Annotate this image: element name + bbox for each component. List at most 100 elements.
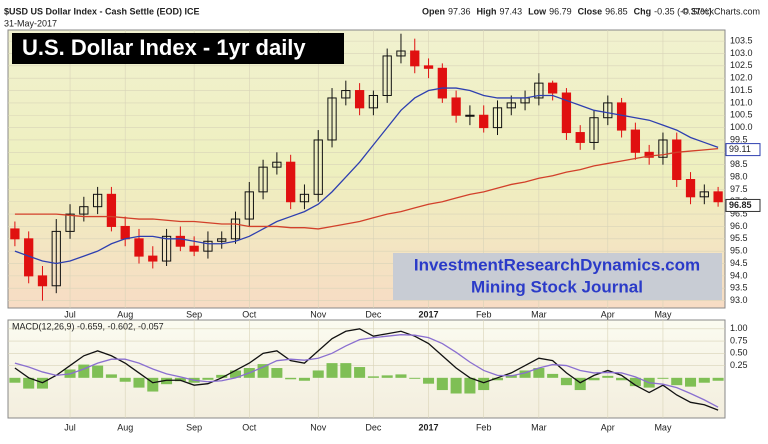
histogram-bar bbox=[340, 363, 352, 378]
candle-body bbox=[548, 82, 558, 94]
histogram-bar bbox=[450, 377, 462, 394]
candle-body bbox=[589, 117, 599, 143]
quote-label: Low bbox=[528, 6, 547, 16]
histogram-bar bbox=[147, 377, 159, 392]
y-tick-label: 93.5 bbox=[730, 283, 748, 293]
histogram-bar bbox=[298, 377, 310, 381]
quote-value: 97.36 bbox=[448, 6, 471, 16]
histogram-bar bbox=[602, 375, 614, 378]
histogram-bar bbox=[78, 364, 90, 378]
histogram-bar bbox=[657, 377, 669, 379]
histogram-bar bbox=[698, 377, 710, 383]
candle-body bbox=[341, 90, 351, 99]
histogram-bar bbox=[257, 364, 269, 378]
close-tag bbox=[725, 198, 761, 212]
candle-body bbox=[699, 191, 709, 198]
candle-body bbox=[258, 166, 268, 193]
candle-body bbox=[272, 161, 282, 168]
y-tick-label: 96.5 bbox=[730, 208, 748, 218]
x-tick-label: Dec bbox=[365, 422, 382, 432]
quote: Open 97.36 High 97.43 Low 96.79 Close 96.85 Chg -… bbox=[422, 6, 712, 16]
candle-body bbox=[92, 193, 103, 208]
candle-body bbox=[658, 139, 668, 158]
histogram-bar bbox=[685, 377, 697, 387]
line bbox=[14, 147, 719, 230]
macd-panel bbox=[7, 319, 726, 419]
y-tick-label: 0.75 bbox=[730, 335, 748, 345]
histogram-bar bbox=[202, 377, 214, 380]
candle-body bbox=[217, 238, 227, 242]
y-tick-label: 100.5 bbox=[730, 110, 753, 120]
histogram-bar bbox=[574, 377, 586, 391]
y-tick-label: 101.0 bbox=[730, 97, 753, 107]
candle-body bbox=[575, 132, 585, 143]
x-tick-label: Nov bbox=[310, 309, 327, 319]
marks: 99.11 96.85 bbox=[9, 33, 761, 411]
candle-body bbox=[203, 240, 213, 252]
y-tick-label: 96.0 bbox=[730, 221, 748, 231]
histogram-bar bbox=[216, 374, 228, 378]
value-tag bbox=[725, 143, 761, 157]
candle-body bbox=[603, 102, 613, 119]
quote-value: 96.79 bbox=[549, 6, 572, 16]
candle-body bbox=[382, 55, 392, 96]
watermark-line: InvestmentResearchDynamics.com bbox=[414, 255, 700, 274]
candle-body bbox=[230, 218, 241, 240]
candle-body bbox=[423, 65, 434, 69]
x-tick-label: Mar bbox=[531, 422, 547, 432]
quote-value: 97.43 bbox=[500, 6, 523, 16]
histogram-bar bbox=[436, 377, 448, 391]
histogram-bar bbox=[491, 377, 504, 381]
y-tick-label: 103.5 bbox=[730, 35, 753, 45]
x-tick-label: Mar bbox=[531, 309, 547, 319]
candle-body bbox=[534, 82, 544, 99]
candle-body bbox=[713, 191, 723, 203]
histogram-bar bbox=[271, 368, 283, 378]
quote-label: High bbox=[477, 6, 497, 16]
histogram-bar bbox=[161, 377, 173, 385]
candle-body bbox=[410, 50, 420, 67]
histogram-bar bbox=[229, 370, 242, 378]
quote-value: -0.35 (-0.37%) bbox=[654, 6, 712, 16]
y-tick-label: 101.5 bbox=[730, 85, 753, 95]
x-tick-label: Apr bbox=[601, 422, 615, 432]
y-tick-label: 100.0 bbox=[730, 122, 753, 132]
x-tick-label: 2017 bbox=[419, 309, 439, 319]
candle-body bbox=[396, 50, 406, 57]
date: 31-May-2017 bbox=[4, 18, 57, 28]
quote-label: Close bbox=[578, 6, 603, 16]
y-tick-label: 102.0 bbox=[730, 73, 753, 83]
candle-body bbox=[244, 191, 254, 220]
histogram-bar bbox=[105, 374, 117, 378]
candle-body bbox=[79, 206, 89, 215]
y-tick-label: 1.00 bbox=[730, 323, 748, 333]
candle-body bbox=[286, 161, 296, 203]
y-tick-label: 98.0 bbox=[730, 171, 748, 181]
candle-body bbox=[672, 139, 682, 181]
histogram-bar bbox=[174, 377, 186, 382]
x-tick-label: Apr bbox=[601, 309, 615, 319]
histogram-bar bbox=[354, 367, 366, 378]
candle-body bbox=[189, 245, 199, 252]
candle-body bbox=[465, 114, 475, 117]
line bbox=[14, 87, 719, 265]
candle-body bbox=[492, 107, 503, 129]
y-tick-label: 94.0 bbox=[730, 270, 748, 280]
candle-body bbox=[37, 275, 48, 287]
histogram-bar bbox=[9, 377, 21, 383]
candle-body bbox=[134, 238, 144, 257]
histogram-bar bbox=[616, 377, 628, 381]
quote-label: Open bbox=[422, 6, 445, 16]
candle-body bbox=[506, 102, 516, 109]
histogram-bar bbox=[395, 374, 407, 378]
y-tick-label: 97.5 bbox=[730, 184, 748, 194]
histogram-bar bbox=[312, 370, 324, 378]
candle-body bbox=[313, 139, 323, 195]
candle-body bbox=[106, 193, 117, 227]
y-tick-label: 99.5 bbox=[730, 134, 748, 144]
histogram-bar bbox=[478, 377, 490, 391]
value-tag-label: 99.11 bbox=[729, 144, 751, 154]
histogram-bar bbox=[423, 377, 435, 384]
candle-body bbox=[120, 225, 130, 240]
